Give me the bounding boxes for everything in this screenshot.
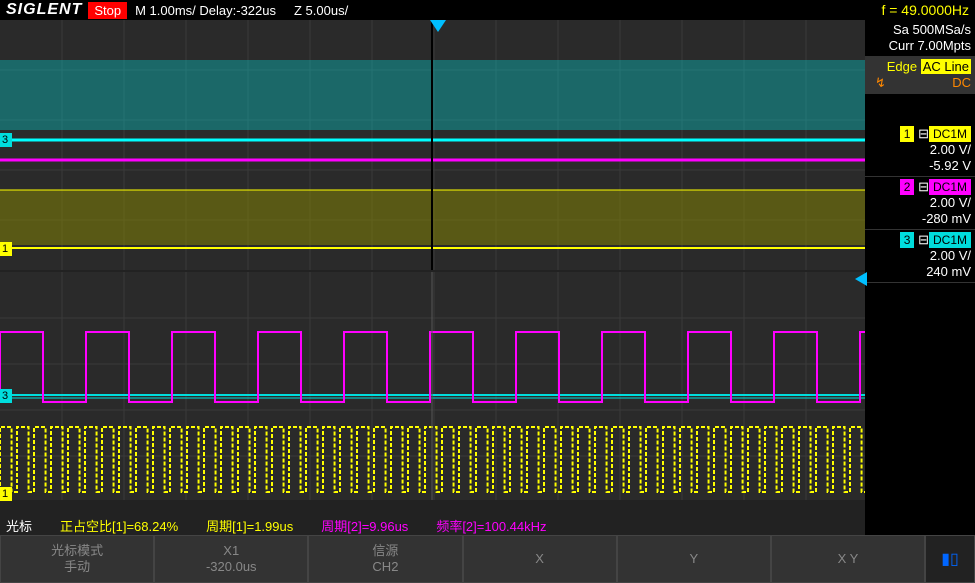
channel-1-panel[interactable]: 1 ⊟DC1M 2.00 V/ -5.92 V <box>865 124 975 177</box>
run-status[interactable]: Stop <box>88 2 127 19</box>
timebase-info: M 1.00ms/ Delay:-322us <box>135 3 276 18</box>
logo: SIGLENT <box>0 1 88 19</box>
freq-counter: f = 49.0000Hz <box>881 2 969 18</box>
ch2-vdiv: 2.00 V/ <box>869 195 971 211</box>
ch1-vdiv: 2.00 V/ <box>869 142 971 158</box>
ch1-offset: -5.92 V <box>869 158 971 174</box>
ch3-vdiv: 2.00 V/ <box>869 248 971 264</box>
channel-3-panel[interactable]: 3 ⊟DC1M 2.00 V/ 240 mV <box>865 230 975 283</box>
bottom-menu: 光标模式手动X1-320.0us信源CH2XYX Y▮▯ <box>0 535 975 583</box>
lower-pane: 3 1 <box>0 272 865 500</box>
sample-rate: Sa 500MSa/s <box>869 22 971 38</box>
ch3-marker-upper[interactable]: 3 <box>0 133 12 147</box>
ch3-coupling: DC1M <box>929 232 971 248</box>
trigger-source[interactable]: AC Line <box>921 59 971 74</box>
ch3-marker-lower[interactable]: 3 <box>0 389 12 403</box>
ch1-coupling: DC1M <box>929 126 971 142</box>
mem-depth: Curr 7.00Mpts <box>869 38 971 54</box>
trigger-position-marker[interactable] <box>430 20 446 32</box>
zoom-info: Z 5.00us/ <box>294 3 348 18</box>
trigger-slope-icon[interactable]: ↯ <box>875 75 886 91</box>
ch1-number: 1 <box>900 126 915 142</box>
menu-button-4[interactable]: Y <box>617 535 771 583</box>
upper-pane: 3 1 <box>0 20 865 270</box>
menu-button-3[interactable]: X <box>463 535 617 583</box>
ch3-offset: 240 mV <box>869 264 971 280</box>
measure-period1: 周期[1]=1.99us <box>206 516 293 535</box>
ch2-number: 2 <box>900 179 915 195</box>
menu-button-5[interactable]: X Y <box>771 535 925 583</box>
waveform-area[interactable]: 3 1 3 1 光标 正占空比[1]=68.24% 周期[1]=1.99us 周… <box>0 20 865 583</box>
menu-button-0[interactable]: 光标模式手动 <box>0 535 154 583</box>
side-panel: Sa 500MSa/s Curr 7.00Mpts Edge AC Line ↯… <box>865 20 975 583</box>
menu-button-1[interactable]: X1-320.0us <box>154 535 308 583</box>
measure-freq2: 频率[2]=100.44kHz <box>436 516 546 535</box>
menu-button-2[interactable]: 信源CH2 <box>308 535 462 583</box>
measurement-bar: 光标 正占空比[1]=68.24% 周期[1]=1.99us 周期[2]=9.9… <box>0 515 865 535</box>
ch2-offset: -280 mV <box>869 211 971 227</box>
ch2-coupling: DC1M <box>929 179 971 195</box>
measure-duty: 正占空比[1]=68.24% <box>60 516 178 535</box>
trigger-coupling: DC <box>952 75 971 90</box>
channel-2-panel[interactable]: 2 ⊟DC1M 2.00 V/ -280 mV <box>865 177 975 230</box>
ch1-marker-upper[interactable]: 1 <box>0 242 12 256</box>
battery-icon: ▮▯ <box>925 535 975 583</box>
ch3-number: 3 <box>900 232 915 248</box>
ch1-marker-lower[interactable]: 1 <box>0 487 12 501</box>
cursor-label: 光标 <box>6 516 32 535</box>
measure-period2: 周期[2]=9.96us <box>321 516 408 535</box>
trigger-level-marker[interactable] <box>855 272 867 286</box>
trigger-mode[interactable]: Edge <box>887 59 917 74</box>
